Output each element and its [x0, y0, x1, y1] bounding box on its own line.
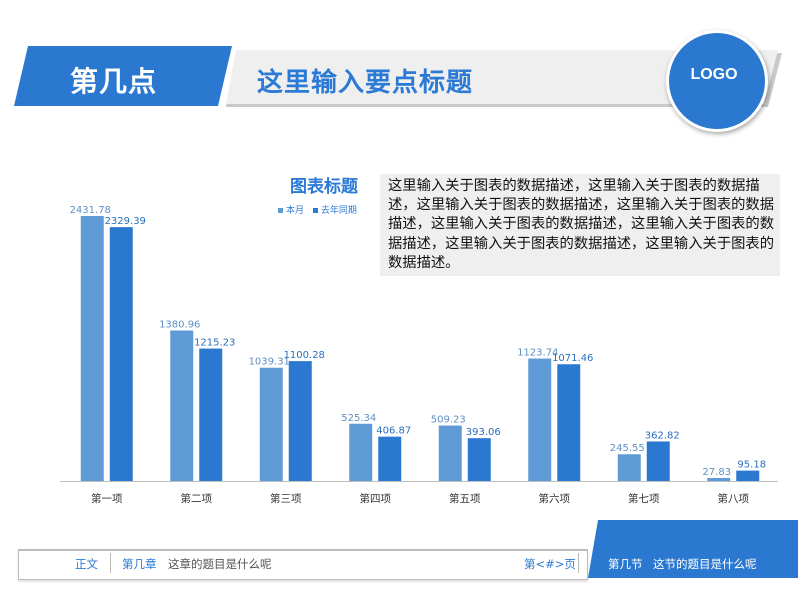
bar-last-year-6 [557, 364, 581, 481]
footer-bar [18, 549, 588, 580]
x-tick-label: 第六项 [539, 492, 571, 505]
description-box [380, 174, 780, 276]
section-label: 第几点 [70, 65, 158, 98]
data-label: 1100.28 [284, 350, 325, 361]
bar-last-year-1 [109, 227, 133, 481]
data-label: 525.34 [341, 413, 376, 424]
data-label: 2431.78 [70, 205, 111, 216]
data-label: 393.06 [466, 427, 501, 438]
bar-this-month-3 [259, 367, 283, 481]
footer-page-number: 第<#>页 [524, 557, 576, 571]
chart-legend: 本月 去年同期 [278, 203, 363, 216]
data-label: 1215.23 [194, 338, 235, 349]
bar-last-year-4 [378, 436, 402, 481]
bar-this-month-5 [438, 425, 462, 481]
data-label: 509.23 [431, 415, 466, 426]
logo-badge [666, 30, 768, 132]
bar-last-year-7 [646, 441, 670, 481]
data-label: 245.55 [610, 443, 645, 454]
legend-label-last-year: 去年同期 [320, 206, 357, 216]
x-tick-label: 第五项 [449, 492, 481, 505]
footer-node-title: 这节的题目是什么呢 [653, 557, 757, 571]
data-label: 1039.31 [249, 357, 290, 368]
x-tick-label: 第二项 [181, 492, 213, 505]
data-label: 1380.96 [159, 320, 200, 331]
data-label: 95.18 [737, 460, 766, 471]
footer-divider [578, 553, 579, 573]
bar-this-month-8 [707, 477, 731, 481]
bar-last-year-2 [199, 348, 223, 481]
x-tick-label: 第一项 [91, 492, 123, 505]
bar-last-year-8 [736, 470, 760, 481]
chart-title: 图表标题 [290, 177, 358, 197]
section-banner [14, 46, 232, 106]
data-label: 362.82 [645, 430, 680, 441]
x-tick-label: 第七项 [628, 492, 660, 505]
data-label: 1071.46 [552, 353, 593, 364]
bar-this-month-2 [170, 330, 194, 481]
legend-label-this-month: 本月 [286, 206, 305, 216]
x-tick-label: 第八项 [718, 492, 750, 505]
footer-node-label: 第几节 [608, 557, 643, 571]
x-tick-label: 第三项 [270, 492, 302, 505]
footer-section-banner [588, 520, 798, 578]
bar-this-month-4 [349, 423, 373, 481]
legend-item-this-month: 本月 [278, 206, 304, 216]
data-label: 2329.39 [105, 216, 146, 227]
bar-this-month-7 [617, 454, 641, 481]
footer-chapter-title: 这章的题目是什么呢 [168, 557, 272, 571]
bar-last-year-5 [467, 438, 491, 481]
bar-this-month-1 [80, 216, 104, 481]
x-tick-label: 第四项 [360, 492, 392, 505]
footer-body-label: 正文 [75, 557, 98, 571]
data-label: 27.83 [702, 467, 731, 478]
footer-divider [110, 553, 111, 573]
legend-swatch-this-month [278, 208, 283, 213]
legend-item-last-year: 去年同期 [312, 206, 357, 216]
data-label: 406.87 [376, 426, 411, 437]
page-title: 这里输入要点标题 [257, 68, 474, 98]
chart-description: 这里输入关于图表的数据描述，这里输入关于图表的数据描述，这里输入关于图表的数据描… [388, 178, 775, 271]
logo-text: LOGO [690, 66, 738, 83]
bar-last-year-3 [288, 361, 312, 481]
footer-chapter-label: 第几章 [122, 557, 157, 571]
legend-swatch-last-year [312, 208, 318, 213]
data-label: 1123.74 [517, 348, 558, 359]
title-banner [226, 50, 782, 107]
bar-this-month-6 [528, 358, 552, 481]
